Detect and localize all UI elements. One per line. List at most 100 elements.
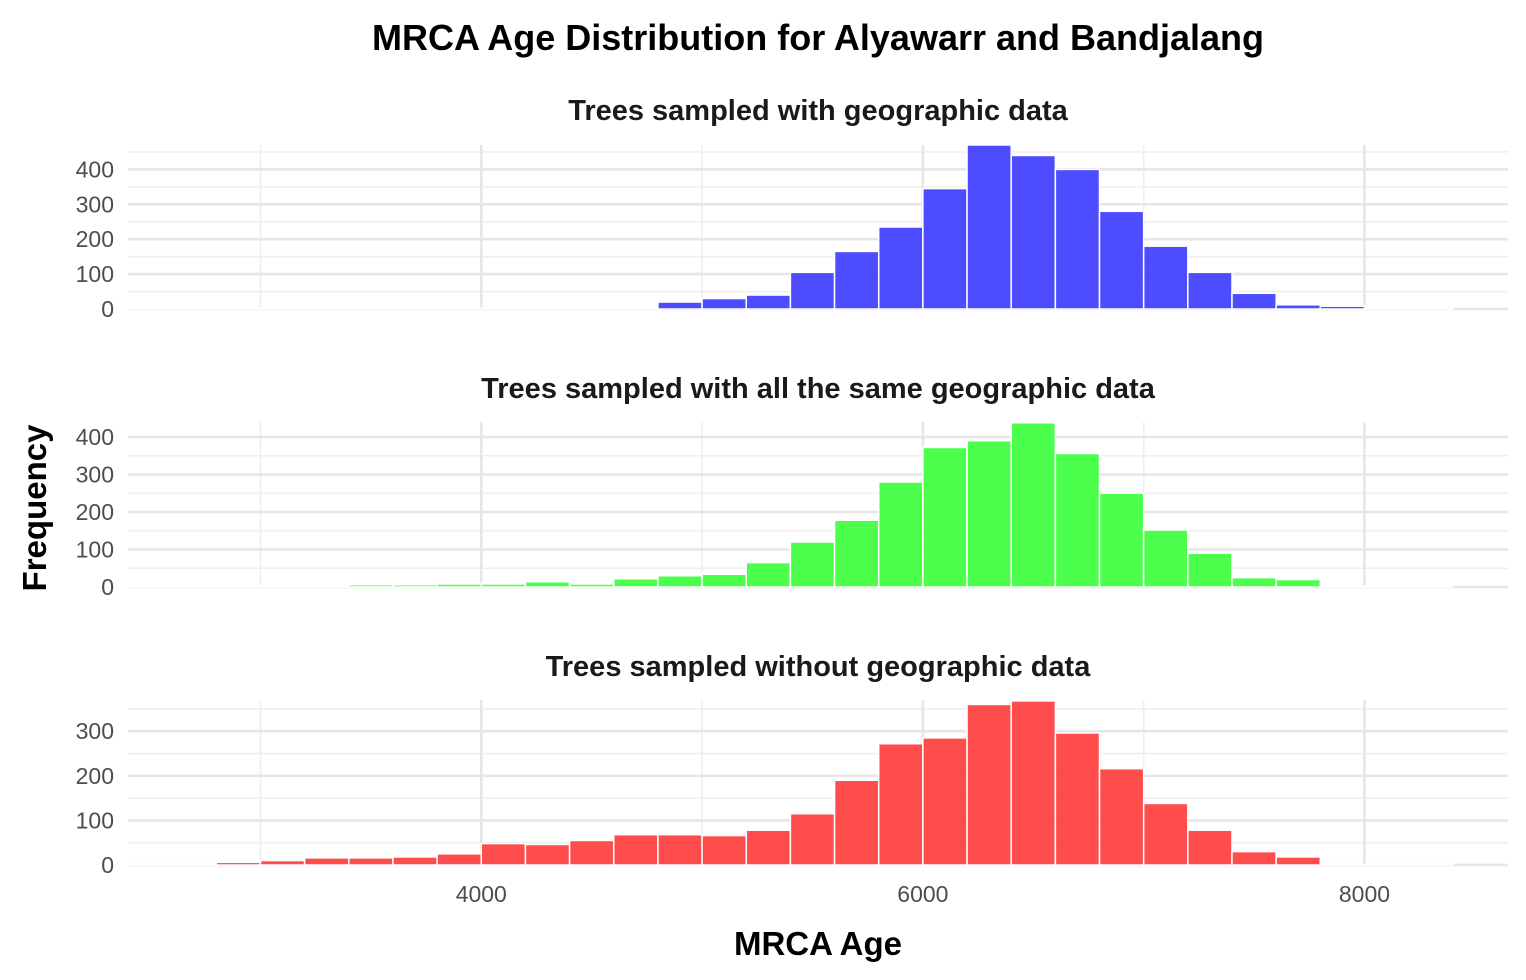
histogram-bar xyxy=(215,307,262,310)
histogram-bar xyxy=(127,307,173,310)
histogram-bar xyxy=(922,737,968,866)
histogram-bar xyxy=(1407,585,1454,588)
y-tick-label: 400 xyxy=(76,424,114,450)
y-tick-label: 0 xyxy=(101,296,114,322)
histogram-bar xyxy=(1098,210,1145,310)
y-tick-label: 100 xyxy=(76,261,114,287)
y-tick-label: 0 xyxy=(101,852,114,878)
histogram-bar xyxy=(1319,585,1366,588)
histogram-bar xyxy=(1054,452,1101,588)
histogram-bar xyxy=(745,294,792,310)
histogram-bar xyxy=(259,307,306,310)
histogram-bar xyxy=(1187,552,1233,588)
histogram-bar xyxy=(657,575,703,588)
histogram-bar xyxy=(657,301,703,310)
histogram-bar xyxy=(1142,529,1189,588)
histogram-bar xyxy=(259,585,306,588)
histogram-bar xyxy=(171,307,218,310)
histogram-bar xyxy=(1275,856,1322,866)
x-tick-label: 6000 xyxy=(897,881,948,907)
histogram-bar xyxy=(1407,307,1454,310)
histogram-bar xyxy=(966,703,1012,866)
histogram-bar xyxy=(922,187,968,310)
y-tick-label: 400 xyxy=(76,156,114,182)
histogram-bar xyxy=(1187,271,1233,310)
histogram-bar xyxy=(215,861,262,866)
histogram-bar xyxy=(613,833,659,866)
histogram-bar xyxy=(303,307,350,310)
histogram-bar xyxy=(613,578,659,588)
histogram-bar xyxy=(613,307,659,310)
x-tick-label: 8000 xyxy=(1339,881,1390,907)
histogram-bar xyxy=(966,440,1012,588)
histogram-bar xyxy=(833,519,880,588)
histogram-bar xyxy=(524,581,571,588)
histogram-bar xyxy=(657,833,703,866)
histogram-bar xyxy=(1187,829,1233,866)
histogram-bar xyxy=(568,583,615,588)
histogram-bar xyxy=(568,307,615,310)
histogram-bar xyxy=(1098,492,1145,588)
histogram-bars xyxy=(127,144,1454,310)
histogram-bar xyxy=(171,585,218,588)
facet-title: Trees sampled without geographic data xyxy=(546,651,1092,683)
y-tick-label: 0 xyxy=(101,574,114,600)
facet-panel: Trees sampled with geographic data 0 100 20… xyxy=(76,95,1508,322)
histogram-bar xyxy=(1142,245,1189,310)
histogram-bar xyxy=(1231,576,1277,588)
y-tick-label: 200 xyxy=(76,499,114,525)
histogram-bar xyxy=(701,297,747,310)
y-tick-label: 300 xyxy=(76,718,114,744)
histogram-bar xyxy=(745,561,792,588)
y-tick-label: 100 xyxy=(76,807,114,833)
histogram-bar xyxy=(1010,700,1057,866)
facet-title: Trees sampled with geographic data xyxy=(568,95,1068,127)
histogram-bar xyxy=(480,583,527,588)
histogram-bar xyxy=(480,307,527,310)
histogram-bar xyxy=(392,856,438,866)
histogram-bar xyxy=(833,779,880,866)
histogram-bar xyxy=(1142,802,1189,866)
histogram-bar xyxy=(1275,578,1322,588)
histogram-bar xyxy=(303,857,350,866)
chart-title: MRCA Age Distribution for Alyawarr and B… xyxy=(372,17,1264,58)
histogram-bar xyxy=(877,481,924,588)
x-tick-label: 4000 xyxy=(456,881,507,907)
histogram-bar xyxy=(1319,863,1366,866)
histogram-bar xyxy=(392,584,438,588)
histogram-bar xyxy=(1231,292,1277,310)
y-tick-label: 300 xyxy=(76,191,114,217)
histogram-bar xyxy=(789,812,836,866)
facet-panel: Trees sampled without geographic data 0 10… xyxy=(76,651,1508,878)
histogram-bar xyxy=(127,585,173,588)
histogram-bar xyxy=(480,842,527,866)
y-tick-label: 200 xyxy=(76,763,114,789)
histogram-bar xyxy=(1363,863,1410,866)
histogram-bar xyxy=(436,853,483,866)
y-tick-label: 100 xyxy=(76,537,114,563)
histogram-bars xyxy=(127,422,1454,588)
x-axis: 4000 6000 8000 xyxy=(456,881,1390,907)
histogram-bar xyxy=(1010,422,1057,588)
histogram-bar xyxy=(1054,732,1101,866)
histogram-bar xyxy=(789,271,836,310)
histogram-bar xyxy=(1407,863,1454,866)
facet-panels: Trees sampled with geographic data 0 100 20… xyxy=(76,95,1508,878)
histogram-bar xyxy=(745,829,792,866)
histogram-bar xyxy=(1098,767,1145,866)
histogram-bar xyxy=(127,863,173,866)
histogram-bar xyxy=(877,226,924,310)
histogram-bar xyxy=(303,585,350,588)
histogram-bar xyxy=(1363,307,1410,310)
histogram-bar xyxy=(833,250,880,310)
histogram-bars xyxy=(127,700,1454,866)
histogram-bar xyxy=(524,843,571,866)
grid-lines xyxy=(128,422,1508,589)
histogram-bar xyxy=(436,307,483,310)
histogram-bar xyxy=(1231,850,1277,866)
histogram-bar xyxy=(1275,304,1322,310)
histogram-bar xyxy=(348,584,394,588)
facet-title: Trees sampled with all the same geograph… xyxy=(481,373,1156,405)
